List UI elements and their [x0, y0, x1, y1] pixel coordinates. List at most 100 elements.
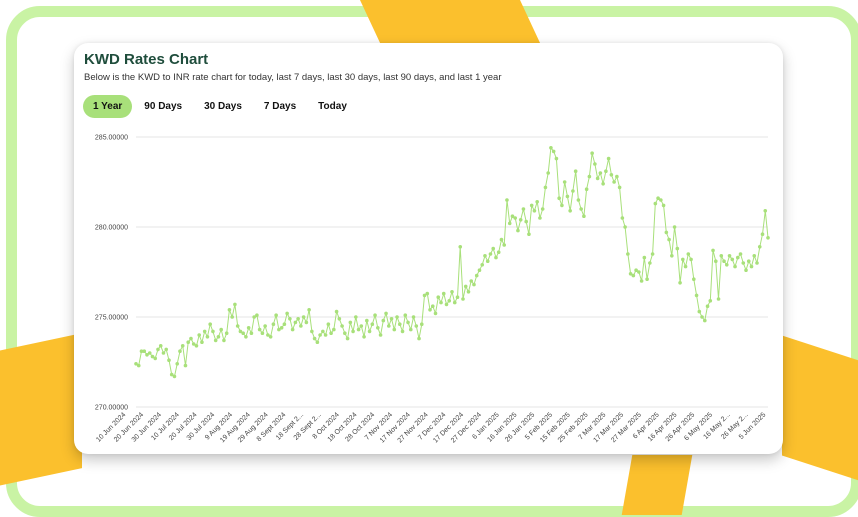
tab-7-days[interactable]: 7 Days — [254, 95, 306, 118]
data-point — [282, 322, 287, 327]
data-point — [271, 322, 276, 327]
data-point — [626, 252, 630, 256]
y-tick-label: 270.00000 — [95, 405, 128, 412]
data-point — [730, 257, 735, 262]
data-point — [351, 329, 355, 334]
data-point — [615, 174, 619, 179]
data-point — [323, 333, 328, 337]
data-point — [612, 180, 616, 184]
tab-today[interactable]: Today — [308, 95, 357, 118]
data-point — [387, 324, 391, 328]
data-point — [244, 335, 248, 339]
data-point — [670, 254, 674, 258]
data-point — [554, 156, 559, 161]
data-point — [222, 338, 226, 343]
data-point — [617, 185, 622, 190]
data-point — [175, 362, 180, 366]
data-point — [238, 329, 243, 334]
data-point — [713, 259, 718, 263]
data-point — [724, 263, 729, 267]
data-point — [216, 335, 221, 339]
data-point — [587, 174, 592, 179]
data-point — [406, 320, 410, 325]
data-point — [513, 216, 517, 220]
data-point — [689, 257, 693, 262]
data-point — [601, 182, 605, 186]
data-point — [719, 254, 724, 258]
data-point — [678, 281, 682, 285]
y-tick-label: 285.00000 — [95, 135, 128, 142]
data-point — [711, 248, 715, 253]
data-point — [408, 327, 413, 332]
data-point — [430, 304, 435, 309]
decoration-shape-left — [0, 333, 82, 492]
data-point — [749, 264, 754, 269]
data-point — [551, 149, 556, 154]
data-point — [634, 268, 638, 272]
data-point — [290, 327, 295, 332]
data-point — [535, 200, 539, 204]
data-point — [675, 246, 680, 251]
data-point — [310, 329, 314, 334]
data-point — [527, 232, 531, 236]
data-point — [315, 340, 320, 345]
data-point — [362, 335, 366, 339]
data-point — [494, 255, 498, 260]
data-point — [329, 331, 333, 336]
data-point — [540, 207, 545, 211]
data-point — [507, 221, 512, 226]
data-point — [268, 335, 273, 339]
data-point — [436, 295, 441, 299]
data-point — [389, 317, 394, 321]
data-point — [656, 196, 660, 200]
data-point — [378, 333, 383, 337]
data-point — [667, 237, 671, 242]
data-point — [648, 261, 652, 265]
data-point — [565, 194, 570, 199]
data-point — [661, 203, 666, 208]
data-point — [606, 156, 611, 161]
decoration-shape-bottom — [621, 455, 693, 515]
data-point — [461, 297, 465, 301]
data-point — [142, 349, 147, 354]
data-point — [304, 320, 309, 325]
tab-90-days[interactable]: 90 Days — [134, 95, 192, 118]
data-point — [491, 246, 496, 251]
data-point — [367, 329, 372, 334]
data-point — [604, 169, 608, 173]
data-point — [422, 293, 427, 298]
data-point — [738, 252, 743, 256]
data-point — [659, 198, 663, 202]
tab-30-days[interactable]: 30 Days — [194, 95, 252, 118]
tab-1-year[interactable]: 1 Year — [83, 95, 133, 118]
data-point — [136, 363, 141, 368]
data-point — [452, 300, 457, 305]
data-point — [419, 322, 424, 327]
data-point — [763, 209, 768, 213]
data-point — [752, 254, 757, 258]
data-point — [571, 189, 575, 193]
data-point — [686, 252, 691, 256]
data-point — [697, 309, 702, 314]
data-point — [505, 198, 509, 202]
data-point — [277, 327, 281, 332]
data-point — [716, 297, 721, 301]
y-tick-label: 275.00000 — [95, 315, 128, 322]
data-point — [145, 353, 149, 357]
data-point — [529, 203, 534, 208]
data-point — [194, 344, 199, 348]
y-tick-label: 280.00000 — [95, 225, 128, 232]
data-point — [425, 291, 430, 296]
data-point — [694, 293, 699, 298]
data-point — [441, 291, 446, 296]
data-point — [384, 311, 388, 316]
data-point — [266, 333, 270, 337]
data-point — [560, 203, 564, 208]
data-point — [524, 219, 528, 224]
data-point — [147, 351, 152, 355]
data-point — [178, 349, 182, 354]
data-point — [485, 259, 490, 263]
data-point — [444, 302, 449, 307]
data-point — [472, 282, 476, 287]
